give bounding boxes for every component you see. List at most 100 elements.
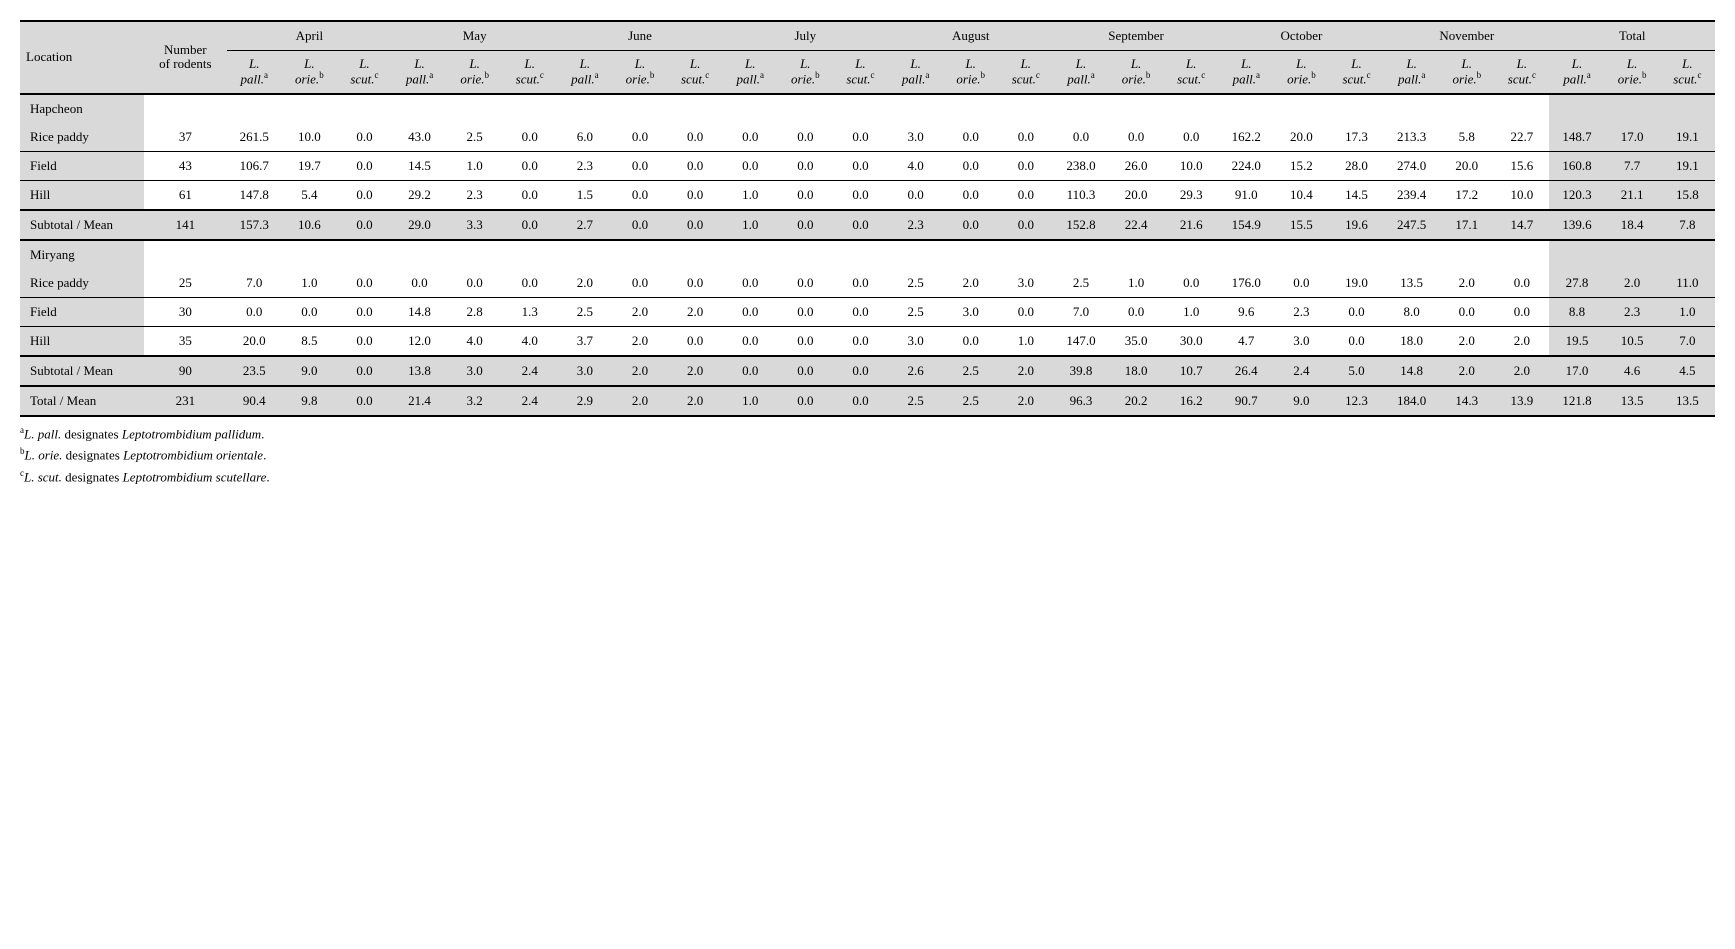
data-cell: 0.0 [723, 297, 778, 326]
data-cell: 14.8 [1384, 356, 1439, 386]
data-cell: 12.3 [1329, 386, 1384, 416]
data-cell: 2.0 [1494, 326, 1549, 356]
col-subhead: L.scut.c [668, 51, 723, 94]
data-cell: 2.3 [447, 180, 502, 210]
data-cell: 18.0 [1384, 326, 1439, 356]
rodents-count: 231 [144, 386, 227, 416]
data-cell: 2.0 [943, 269, 998, 298]
data-cell: 3.2 [447, 386, 502, 416]
col-month: October [1219, 21, 1384, 51]
data-cell: 13.8 [392, 356, 447, 386]
data-cell: 2.5 [447, 123, 502, 152]
data-cell: 0.0 [337, 269, 392, 298]
data-cell: 0.0 [337, 386, 392, 416]
rodents-count: 25 [144, 269, 227, 298]
data-cell: 10.0 [1164, 151, 1219, 180]
data-cell: 3.0 [447, 356, 502, 386]
data-cell: 5.4 [282, 180, 337, 210]
data-cell: 0.0 [1494, 269, 1549, 298]
data-cell: 16.2 [1164, 386, 1219, 416]
col-subhead: L.pall.a [1053, 51, 1108, 94]
col-subhead: L.orie.b [1109, 51, 1164, 94]
data-cell: 0.0 [668, 269, 723, 298]
row-label: Hill [20, 326, 144, 356]
data-cell: 26.0 [1109, 151, 1164, 180]
data-cell: 14.3 [1439, 386, 1494, 416]
blank-cell [1605, 94, 1660, 123]
data-cell: 1.0 [998, 326, 1053, 356]
data-cell: 4.0 [447, 326, 502, 356]
data-cell: 1.3 [502, 297, 557, 326]
row-label: Field [20, 297, 144, 326]
data-cell: 162.2 [1219, 123, 1274, 152]
data-cell: 22.4 [1109, 210, 1164, 240]
col-subhead: L.scut.c [337, 51, 392, 94]
col-subhead: L.scut.c [502, 51, 557, 94]
row-label: Field [20, 151, 144, 180]
data-cell: 13.5 [1660, 386, 1715, 416]
col-subhead: L.pall.a [888, 51, 943, 94]
data-cell: 21.4 [392, 386, 447, 416]
rodents-count: 43 [144, 151, 227, 180]
data-cell: 0.0 [723, 269, 778, 298]
data-cell: 154.9 [1219, 210, 1274, 240]
data-cell: 147.8 [227, 180, 282, 210]
data-cell: 0.0 [1329, 326, 1384, 356]
rodents-count: 141 [144, 210, 227, 240]
data-cell: 0.0 [337, 123, 392, 152]
data-cell: 14.5 [1329, 180, 1384, 210]
data-cell: 2.5 [888, 297, 943, 326]
col-subhead: L.orie.b [282, 51, 337, 94]
data-cell: 0.0 [337, 151, 392, 180]
data-cell: 1.0 [1109, 269, 1164, 298]
data-cell: 184.0 [1384, 386, 1439, 416]
blank-cell [1549, 94, 1604, 123]
data-cell: 0.0 [998, 297, 1053, 326]
col-subhead: L.pall.a [723, 51, 778, 94]
rodents-count: 90 [144, 356, 227, 386]
blank-cell [1660, 94, 1715, 123]
data-cell: 2.0 [998, 356, 1053, 386]
data-cell: 0.0 [833, 269, 888, 298]
data-cell: 19.0 [1329, 269, 1384, 298]
data-cell: 0.0 [943, 180, 998, 210]
data-cell: 2.5 [1053, 269, 1108, 298]
data-cell: 19.5 [1549, 326, 1604, 356]
col-subhead: L.orie.b [1605, 51, 1660, 94]
data-cell: 0.0 [833, 356, 888, 386]
data-cell: 15.6 [1494, 151, 1549, 180]
footnote: aL. pall. designates Leptotrombidium pal… [20, 425, 1715, 442]
rodents-count: 37 [144, 123, 227, 152]
col-subhead: L.orie.b [1274, 51, 1329, 94]
data-cell: 213.3 [1384, 123, 1439, 152]
data-cell: 120.3 [1549, 180, 1604, 210]
data-cell: 0.0 [723, 123, 778, 152]
data-cell: 0.0 [392, 269, 447, 298]
data-cell: 0.0 [668, 123, 723, 152]
blank-cell [144, 240, 1549, 269]
data-cell: 19.6 [1329, 210, 1384, 240]
data-cell: 17.0 [1549, 356, 1604, 386]
col-month: September [1053, 21, 1218, 51]
footnotes: aL. pall. designates Leptotrombidium pal… [20, 425, 1715, 485]
data-cell: 0.0 [778, 356, 833, 386]
data-cell: 2.6 [888, 356, 943, 386]
data-cell: 28.0 [1329, 151, 1384, 180]
data-cell: 152.8 [1053, 210, 1108, 240]
data-cell: 2.4 [1274, 356, 1329, 386]
blank-cell [1660, 240, 1715, 269]
data-cell: 0.0 [337, 180, 392, 210]
footnote: cL. scut. designates Leptotrombidium scu… [20, 468, 1715, 485]
data-cell: 2.0 [612, 356, 667, 386]
data-cell: 7.0 [1053, 297, 1108, 326]
data-cell: 7.8 [1660, 210, 1715, 240]
col-month: November [1384, 21, 1549, 51]
data-cell: 15.2 [1274, 151, 1329, 180]
data-table: LocationNumberof rodentsAprilMayJuneJuly… [20, 20, 1715, 417]
col-subhead: L.pall.a [227, 51, 282, 94]
data-cell: 3.0 [943, 297, 998, 326]
data-cell: 0.0 [668, 151, 723, 180]
data-cell: 0.0 [943, 151, 998, 180]
data-cell: 4.7 [1219, 326, 1274, 356]
data-cell: 0.0 [1164, 269, 1219, 298]
